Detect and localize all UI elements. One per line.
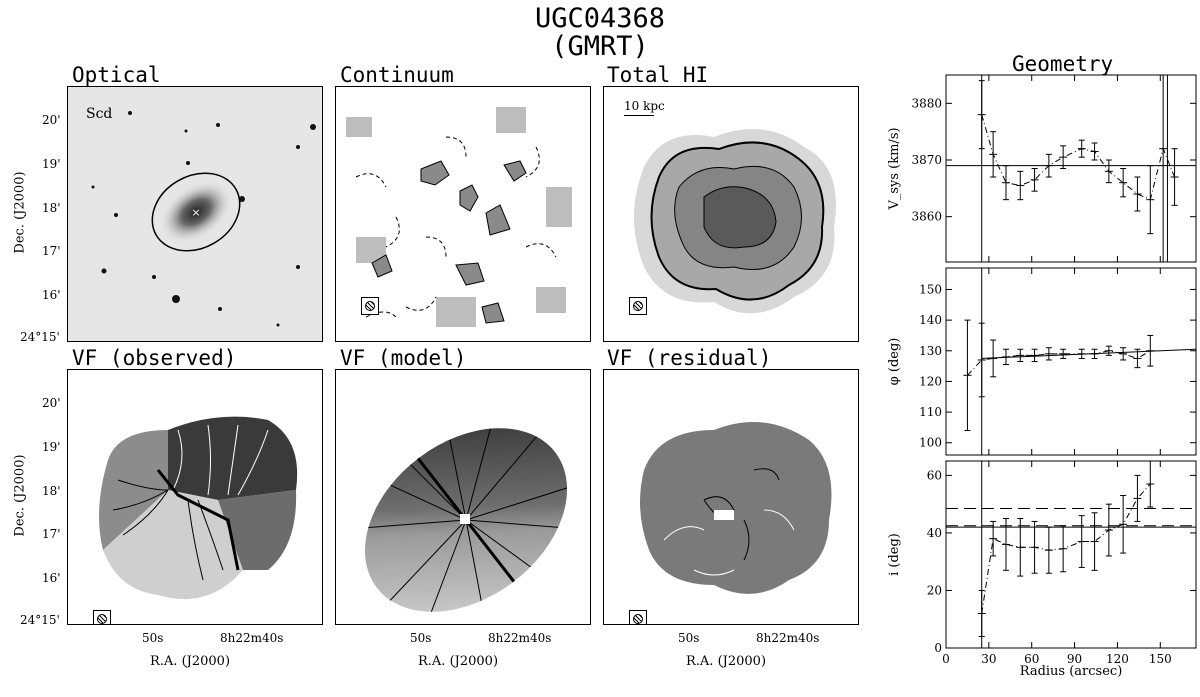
scale-bar xyxy=(624,115,654,116)
continuum-panel xyxy=(335,86,591,342)
ra-axis-label-3: R.A. (J2000) xyxy=(686,654,767,669)
geometry-title: Geometry xyxy=(1012,52,1114,76)
incl-xtick-label: 0 xyxy=(942,652,950,666)
vf-residual-panel xyxy=(603,369,859,625)
ra-axis-label-1: R.A. (J2000) xyxy=(150,654,231,669)
incl-xtick-label: 150 xyxy=(1149,652,1172,666)
vf-observed-beam-icon xyxy=(93,610,111,624)
total-hi-title: Total HI xyxy=(607,63,709,87)
vf-observed-title: VF (observed) xyxy=(72,346,237,370)
figure-title-line1: UGC04368 xyxy=(534,3,666,34)
dec-tick-17-top: 17' xyxy=(42,244,61,258)
vf-residual-beam-icon xyxy=(629,610,647,624)
dec-tick-18-top: 18' xyxy=(42,201,61,215)
dec-tick-19-top: 19' xyxy=(42,157,61,171)
ra-tick-50-1: 50s xyxy=(142,631,164,645)
dec-tick-15-bottom: 24°15' xyxy=(20,613,60,627)
dec-tick-16-bottom: 16' xyxy=(42,571,61,585)
incl-xtick-label: 120 xyxy=(1106,652,1129,666)
ra-tick-40-2: 8h22m40s xyxy=(488,631,552,645)
vf-observed-panel xyxy=(67,369,323,625)
total-hi-beam-icon xyxy=(629,297,647,315)
optical-title: Optical xyxy=(72,63,161,87)
vsys-frame xyxy=(945,74,1197,263)
phi-series-line xyxy=(967,350,1151,376)
incl-ytick-label: 0 xyxy=(934,641,942,655)
radius-xlabel: Radius (arcsec) xyxy=(1020,664,1123,679)
dec-tick-17-bottom: 17' xyxy=(42,527,61,541)
phi-ytick-label: 140 xyxy=(919,313,942,327)
ra-tick-50-3: 50s xyxy=(678,631,700,645)
vsys-ylabel: V_sys (km/s) xyxy=(887,127,902,210)
optical-type-label: Scd xyxy=(86,106,113,122)
optical-image: × xyxy=(91,111,316,327)
phi-ytick-label: 130 xyxy=(919,344,942,358)
incl-ylabel: i (deg) xyxy=(887,533,902,576)
vf-observed-map xyxy=(99,416,298,600)
svg-text:×: × xyxy=(191,206,200,219)
incl-xtick-label: 90 xyxy=(1067,652,1082,666)
vf-residual-title: VF (residual) xyxy=(607,346,772,370)
phi-fit-line xyxy=(981,348,1197,359)
total-hi-panel: 10 kpc xyxy=(603,86,859,342)
dec-tick-16-top: 16' xyxy=(42,288,61,302)
dec-tick-18-bottom: 18' xyxy=(42,484,61,498)
vsys-ytick-label: 3860 xyxy=(911,210,942,224)
vf-residual-map xyxy=(640,422,832,594)
scale-bar-label: 10 kpc xyxy=(624,99,665,113)
dec-tick-20-bottom: 20' xyxy=(42,396,61,410)
ra-tick-50-2: 50s xyxy=(410,631,432,645)
dec-tick-19-bottom: 19' xyxy=(42,440,61,454)
vf-model-title: VF (model) xyxy=(340,346,467,370)
continuum-beam-icon xyxy=(361,297,379,315)
incl-ytick-label: 40 xyxy=(927,526,942,540)
ra-axis-label-2: R.A. (J2000) xyxy=(418,654,499,669)
vf-model-panel xyxy=(335,369,591,625)
phi-frame xyxy=(945,267,1197,456)
incl-ytick-label: 60 xyxy=(927,468,942,482)
vf-model-map xyxy=(336,390,590,624)
dec-tick-15-top: 24°15' xyxy=(20,330,60,344)
ra-tick-40-3: 8h22m40s xyxy=(756,631,820,645)
dec-tick-20-top: 20' xyxy=(42,113,61,127)
incl-ytick-label: 20 xyxy=(927,583,942,597)
continuum-title: Continuum xyxy=(340,63,454,87)
phi-ytick-label: 120 xyxy=(919,374,942,388)
phi-ytick-label: 150 xyxy=(919,282,942,296)
incl-xtick-label: 30 xyxy=(981,652,996,666)
phi-ytick-label: 100 xyxy=(919,436,942,450)
incl-xtick-label: 60 xyxy=(1024,652,1039,666)
continuum-map xyxy=(346,107,572,327)
incl-frame xyxy=(945,460,1197,649)
phi-ylabel: φ (deg) xyxy=(887,338,902,386)
phi-ytick-label: 110 xyxy=(919,405,942,419)
figure-title-line2: (GMRT) xyxy=(551,31,649,62)
ra-tick-40-1: 8h22m40s xyxy=(220,631,284,645)
vsys-ytick-label: 3870 xyxy=(911,153,942,167)
optical-panel: × Scd xyxy=(67,86,323,342)
vsys-ytick-label: 3880 xyxy=(911,96,942,110)
total-hi-map xyxy=(634,129,836,314)
